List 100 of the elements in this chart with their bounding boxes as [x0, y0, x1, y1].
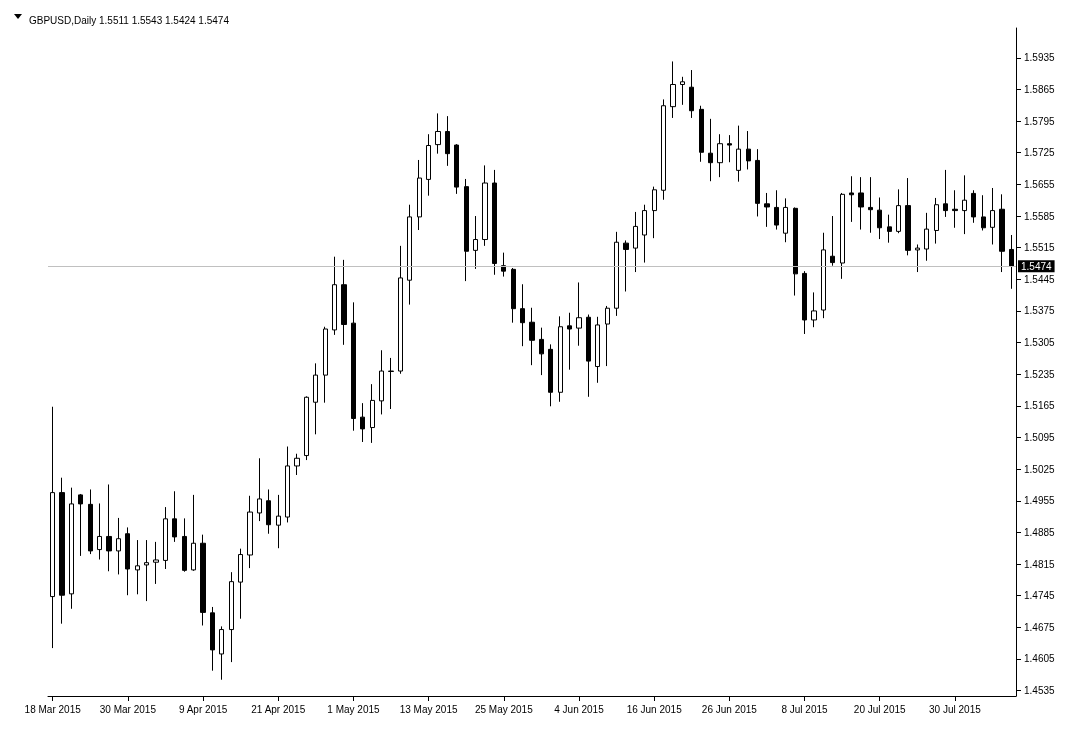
candlestick: [877, 196, 882, 240]
candlestick: [473, 215, 478, 270]
candlestick: [464, 178, 469, 282]
y-tick-label: 1.5095: [1024, 431, 1056, 443]
candlestick: [417, 159, 422, 231]
candlestick: [736, 125, 741, 183]
x-tick-label: 26 Jun 2015: [701, 703, 758, 715]
candlestick: [125, 526, 130, 596]
candlestick: [229, 571, 234, 663]
x-tick-label: 13 May 2015: [399, 703, 458, 715]
x-tick-label: 30 Mar 2015: [99, 703, 157, 715]
candlestick: [210, 606, 215, 672]
candlestick: [840, 192, 845, 280]
candlestick: [144, 539, 149, 602]
candlestick: [435, 112, 441, 155]
candlestick: [370, 383, 375, 444]
x-tick-label: 30 Jul 2015: [929, 703, 982, 715]
candlestick: [595, 316, 600, 384]
candlestick: [717, 133, 723, 178]
y-tick-label: 1.5725: [1024, 147, 1056, 159]
candlestick: [332, 256, 337, 336]
candlestick: [633, 211, 638, 273]
candlestick: [576, 281, 582, 347]
candlestick: [558, 315, 563, 403]
candlestick: [858, 176, 864, 231]
candlestick: [990, 187, 995, 245]
candlestick: [313, 362, 318, 435]
candlestick: [915, 243, 920, 273]
candlestick: [257, 457, 262, 522]
candlestick: [50, 406, 55, 649]
y-tick-label: 1.4745: [1024, 590, 1056, 602]
candlestick: [971, 189, 976, 224]
y-tick-label: 1.5655: [1024, 178, 1056, 190]
x-tick-label: 1 May 2015: [327, 703, 380, 715]
candlestick: [492, 169, 497, 276]
x-tick-label: 21 Apr 2015: [251, 703, 306, 715]
candlestick: [699, 105, 704, 163]
candlestick: [755, 148, 760, 217]
candlestick: [304, 395, 309, 461]
y-tick-label: 1.4605: [1024, 653, 1056, 665]
candlestick: [88, 488, 93, 555]
y-tick-label: 1.5025: [1024, 463, 1056, 475]
y-tick-label: 1.5235: [1024, 368, 1056, 380]
candlestick: [943, 169, 948, 218]
candlestick: [285, 446, 290, 523]
x-tick-label: 4 Jun 2015: [554, 703, 605, 715]
candlestick: [482, 164, 488, 247]
candlestick: [182, 517, 187, 573]
candlestick: [323, 326, 328, 404]
candlestick: [276, 494, 281, 549]
candlestick: [59, 477, 65, 625]
x-tick-label: 20 Jul 2015: [853, 703, 907, 715]
candlestick: [1009, 234, 1014, 290]
y-tick-label: 1.4675: [1024, 621, 1056, 633]
candlestick: [501, 252, 506, 278]
candlestick: [407, 204, 412, 306]
candlestick: [614, 231, 619, 317]
candlestick: [97, 502, 102, 561]
candlestick: [934, 197, 939, 245]
candlestick: [887, 214, 892, 244]
candlestick: [351, 301, 356, 432]
candlestick: [802, 270, 807, 335]
y-tick-label: 1.5935: [1024, 52, 1056, 64]
candlestick: [548, 343, 553, 407]
candlestick: [379, 349, 384, 415]
candlestick: [962, 174, 967, 235]
candlestick: [764, 192, 770, 228]
candlestick: [153, 541, 159, 585]
x-tick-label: 18 Mar 2015: [24, 703, 82, 715]
candlestick: [247, 495, 253, 569]
y-tick-label: 1.5795: [1024, 115, 1056, 127]
candlestick: [567, 312, 572, 371]
y-tick-label: 1.5445: [1024, 273, 1056, 285]
ref-line-label: 1.5474: [1021, 260, 1053, 272]
candlestick: [905, 177, 911, 256]
y-tick-label: 1.5585: [1024, 210, 1056, 222]
candlestick: [106, 483, 112, 572]
y-tick-label: 1.5375: [1024, 305, 1056, 317]
candlestick: [520, 283, 525, 347]
candlestick: [135, 539, 140, 595]
y-tick-label: 1.4815: [1024, 558, 1056, 570]
candlestick: [821, 232, 826, 319]
candlestick: [586, 314, 591, 398]
candlestick: [163, 506, 168, 570]
candlestick: [398, 245, 403, 375]
candlestick: [78, 493, 83, 557]
candlestick: [341, 259, 347, 346]
candlestick: [454, 143, 459, 195]
x-tick-label: 25 May 2015: [474, 703, 534, 715]
candlestick: [680, 76, 685, 106]
candlestick: [793, 206, 798, 297]
y-tick-label: 1.5515: [1024, 242, 1056, 254]
candlestick: [924, 212, 929, 262]
candlestick: [539, 327, 544, 376]
candlestick: [746, 130, 751, 170]
candlestick: [708, 118, 713, 182]
y-tick-label: 1.4955: [1024, 495, 1056, 507]
candlestick: [511, 267, 516, 324]
candlestick: [849, 175, 854, 223]
candlestick: [830, 215, 835, 267]
